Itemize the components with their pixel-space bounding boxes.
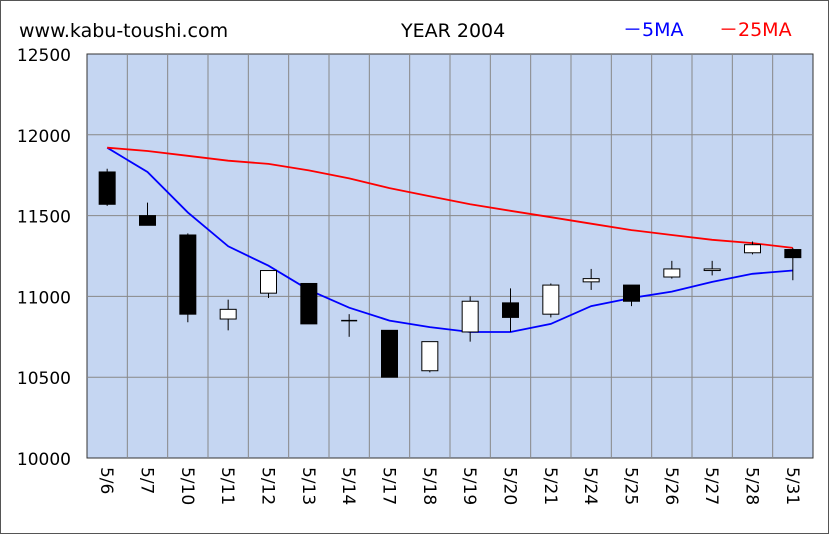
candle xyxy=(422,342,438,373)
legend: －5MA －25MA xyxy=(623,19,792,41)
x-tick-label: 5/19 xyxy=(459,467,479,505)
candle-body xyxy=(745,245,761,253)
legend-item: －25MA xyxy=(719,19,792,41)
site-url: www.kabu-toushi.com xyxy=(19,20,228,42)
x-tick-label: 5/28 xyxy=(742,467,762,505)
x-tick-label: 5/27 xyxy=(701,467,721,505)
candlestick-chart: www.kabu-toushi.com YEAR 2004 －5MA －25MA … xyxy=(1,1,829,535)
x-tick-label: 5/10 xyxy=(177,467,197,505)
candle-body xyxy=(583,279,599,282)
candle-body xyxy=(422,342,438,371)
chart-frame: www.kabu-toushi.com YEAR 2004 －5MA －25MA … xyxy=(0,0,829,534)
x-tick-label: 5/24 xyxy=(580,467,600,505)
x-tick-label: 5/13 xyxy=(298,467,318,505)
x-tick-label: 5/18 xyxy=(419,467,439,505)
y-axis: 10000 10500 11000 11500 12000 12500 xyxy=(17,46,71,470)
x-tick-label: 5/26 xyxy=(661,467,681,505)
x-tick-label: 5/12 xyxy=(258,467,278,505)
candle xyxy=(301,283,317,323)
candle-body xyxy=(301,283,317,323)
candle-body xyxy=(704,269,720,271)
y-tick-label: 10000 xyxy=(17,450,71,470)
candle xyxy=(382,330,398,377)
x-tick-label: 5/31 xyxy=(782,467,802,505)
candle xyxy=(180,233,196,322)
candle-body xyxy=(99,172,115,204)
x-tick-label: 5/7 xyxy=(137,467,157,494)
candle-body xyxy=(664,269,680,277)
chart-title: YEAR 2004 xyxy=(400,20,505,42)
candle-body xyxy=(220,309,236,319)
y-tick-label: 12500 xyxy=(17,46,71,66)
candle-body xyxy=(180,235,196,314)
candle-body xyxy=(382,330,398,377)
legend-item: －5MA xyxy=(623,19,683,41)
candle-body xyxy=(140,216,156,226)
y-tick-label: 11500 xyxy=(17,208,71,228)
x-tick-label: 5/14 xyxy=(338,467,358,505)
candle-body xyxy=(785,250,801,258)
candle-body xyxy=(261,271,277,294)
x-tick-label: 5/21 xyxy=(540,467,560,505)
x-tick-label: 5/25 xyxy=(621,467,641,505)
x-axis: 5/6 5/7 5/10 5/11 5/12 5/13 5/14 5/17 5/18 5/19 5/… xyxy=(96,467,802,505)
x-tick-label: 5/11 xyxy=(217,467,237,505)
candle-body xyxy=(543,285,559,314)
candle-body xyxy=(462,301,478,332)
candle xyxy=(99,169,115,206)
x-tick-label: 5/20 xyxy=(500,467,520,505)
y-tick-label: 10500 xyxy=(17,369,71,389)
x-tick-label: 5/6 xyxy=(96,467,116,494)
x-tick-label: 5/17 xyxy=(379,467,399,505)
candle xyxy=(543,283,559,317)
candle-body xyxy=(624,285,640,301)
y-tick-label: 11000 xyxy=(17,288,71,308)
y-tick-label: 12000 xyxy=(17,127,71,147)
candle-body xyxy=(503,303,519,318)
